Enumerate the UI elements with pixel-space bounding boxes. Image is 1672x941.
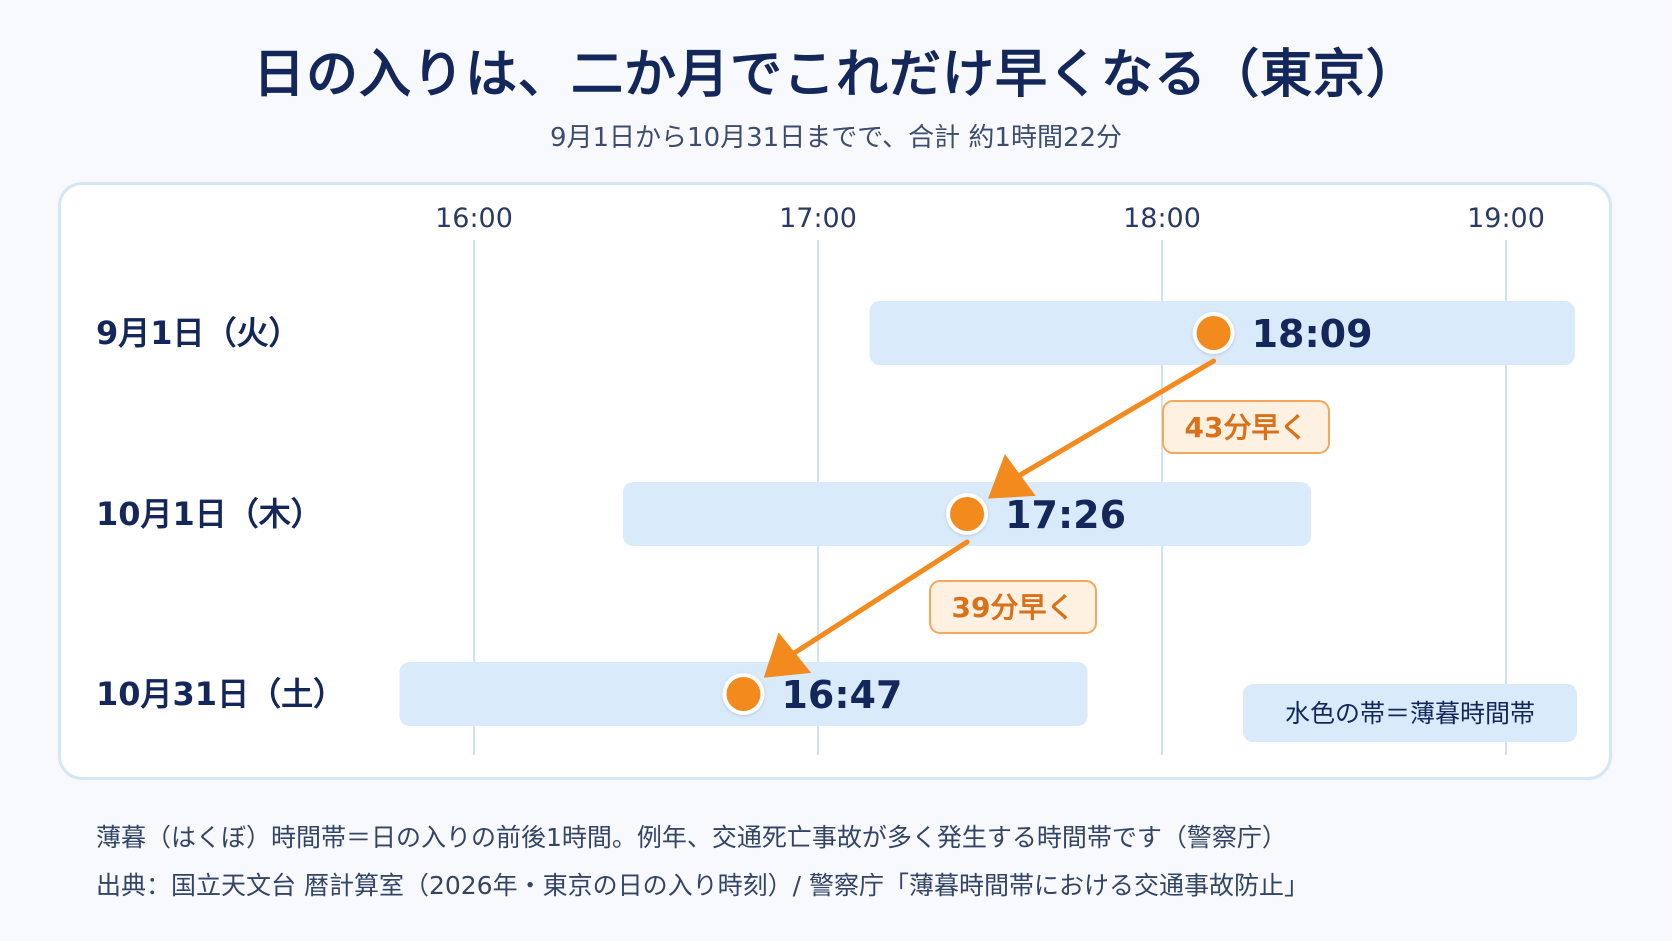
- row-date-label: 9月1日（火）: [96, 314, 301, 352]
- difference-label: 39分早く: [952, 591, 1075, 624]
- row-labels: 9月1日（火） 10月1日（木） 10月31日（土）: [96, 314, 345, 713]
- sunset-markers: 18:09 17:26 16:47: [722, 312, 1373, 717]
- x-axis-ticks: 16:00 17:00 18:00 19:00: [435, 203, 1545, 234]
- change-arrow-head: [988, 453, 1036, 499]
- sunset-marker: [726, 677, 761, 711]
- chart-subtitle: 9月1日から10月31日までで、合計 約1時間22分: [549, 123, 1123, 153]
- x-tick-label: 18:00: [1123, 203, 1201, 234]
- change-arrow-line: [792, 539, 970, 656]
- chart-title: 日の入りは、二か月でこれだけ早くなる（東京）: [252, 45, 1419, 105]
- x-tick-label: 16:00: [435, 203, 513, 234]
- row-date-label: 10月1日（木）: [96, 495, 323, 533]
- row-date-label: 10月31日（土）: [96, 675, 345, 713]
- sunset-marker: [950, 497, 985, 531]
- sunset-time-label: 16:47: [781, 673, 902, 717]
- legend: 水色の帯＝薄暮時間帯: [1243, 684, 1577, 742]
- footnote-source: 出典：国立天文台 暦計算室（2026年・東京の日の入り時刻）/ 警察庁「薄暮時間…: [96, 871, 1309, 900]
- difference-badge: [929, 580, 1097, 634]
- difference-badges: 43分早く 39分早く: [929, 400, 1330, 634]
- legend-box: [1243, 684, 1577, 742]
- sunset-marker: [1196, 316, 1231, 350]
- change-arrow-line: [1017, 358, 1217, 478]
- difference-badge: [1162, 400, 1330, 454]
- change-arrow-head: [763, 632, 812, 678]
- footnote-definition: 薄暮（はくぼ）時間帯＝日の入りの前後1時間。例年、交通死亡事故が多く発生する時間…: [96, 823, 1287, 852]
- difference-label: 43分早く: [1185, 411, 1308, 444]
- sunset-time-label: 17:26: [1005, 493, 1126, 537]
- x-tick-label: 19:00: [1467, 203, 1545, 234]
- legend-label: 水色の帯＝薄暮時間帯: [1285, 699, 1535, 728]
- x-tick-label: 17:00: [779, 203, 857, 234]
- sunset-time-label: 18:09: [1252, 312, 1373, 356]
- change-arrows: [763, 358, 1217, 678]
